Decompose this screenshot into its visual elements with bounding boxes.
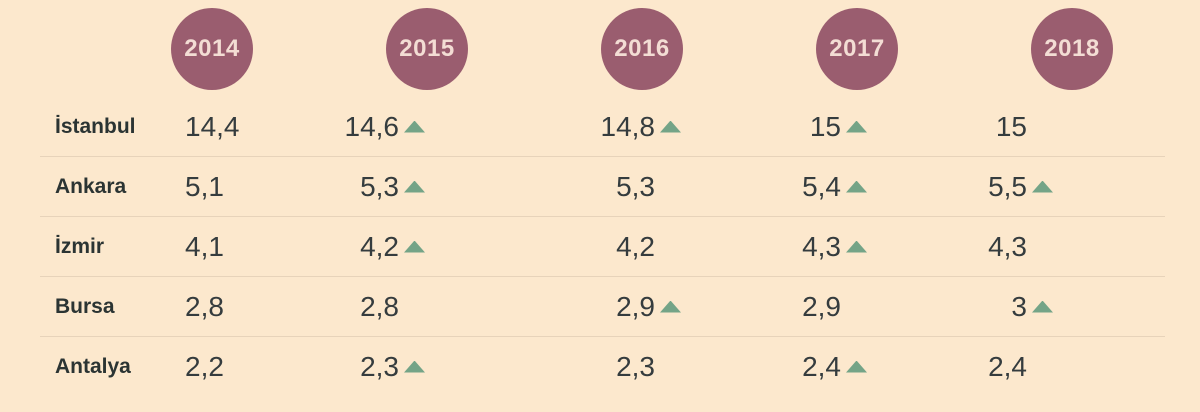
value-text: 14,8 bbox=[600, 110, 656, 142]
row-divider bbox=[40, 276, 1165, 277]
row-divider bbox=[40, 156, 1165, 157]
value-text: 5,5 bbox=[988, 170, 1027, 202]
value-text: 2,9 bbox=[802, 290, 841, 322]
value-text: 2,9 bbox=[616, 290, 655, 322]
city-label: Bursa bbox=[55, 294, 115, 318]
value-cell: 5,3 bbox=[300, 171, 425, 203]
value-text: 14,4 bbox=[185, 110, 240, 142]
arrow-slot bbox=[841, 180, 867, 193]
value-text: 4,2 bbox=[360, 230, 399, 262]
triangle-up-icon bbox=[404, 360, 425, 373]
value-text: 5,1 bbox=[185, 170, 224, 202]
value-cell: 15 bbox=[867, 111, 1053, 143]
value-cell: 4,3 bbox=[867, 231, 1053, 263]
year-badge-2016: 2016 bbox=[601, 8, 683, 90]
value-cell: 4,2 bbox=[425, 231, 681, 263]
triangle-up-icon bbox=[660, 300, 681, 313]
value-text: 2,2 bbox=[185, 350, 224, 382]
value-cell: 2,9 bbox=[681, 291, 867, 323]
triangle-up-icon bbox=[404, 120, 425, 133]
triangle-up-icon bbox=[404, 240, 425, 253]
triangle-up-icon bbox=[660, 120, 681, 133]
arrow-slot bbox=[399, 360, 425, 373]
city-label: Antalya bbox=[55, 354, 131, 378]
value-text: 2,3 bbox=[616, 350, 655, 382]
arrow-slot bbox=[399, 180, 425, 193]
value-cell: 5,3 bbox=[425, 171, 681, 203]
arrow-slot bbox=[1027, 180, 1053, 193]
year-badge-2017: 2017 bbox=[816, 8, 898, 90]
arrow-slot bbox=[655, 300, 681, 313]
arrow-slot bbox=[841, 240, 867, 253]
value-cell: 2,4 bbox=[867, 351, 1053, 383]
year-badge-2014: 2014 bbox=[171, 8, 253, 90]
value-cell: 3 bbox=[867, 291, 1053, 323]
city-rows: İstanbul 14,4 14,6 14,8 15 15 Ankara 5,1 5,3 5,3 5… bbox=[0, 97, 1200, 396]
value-cell: 2,8 bbox=[300, 291, 425, 323]
triangle-up-icon bbox=[846, 120, 867, 133]
year-badge-2015: 2015 bbox=[386, 8, 468, 90]
value-cell: 2,3 bbox=[425, 351, 681, 383]
value-cell: 14,6 bbox=[300, 111, 425, 143]
table-row: İstanbul 14,4 14,6 14,8 15 15 bbox=[0, 97, 1200, 156]
value-text: 2,4 bbox=[802, 350, 841, 382]
row-divider bbox=[40, 336, 1165, 337]
value-text: 4,3 bbox=[988, 230, 1027, 262]
arrow-slot bbox=[399, 240, 425, 253]
triangle-up-icon bbox=[1032, 180, 1053, 193]
value-cell: 5,1 bbox=[185, 171, 300, 203]
value-cell: 15 bbox=[681, 111, 867, 143]
value-text: 2,8 bbox=[185, 290, 224, 322]
value-text: 4,1 bbox=[185, 230, 224, 262]
value-cell: 14,4 bbox=[185, 111, 300, 143]
value-cell: 5,5 bbox=[867, 171, 1053, 203]
arrow-slot bbox=[655, 120, 681, 133]
value-text: 14,6 bbox=[344, 110, 400, 142]
value-cell: 2,2 bbox=[185, 351, 300, 383]
arrow-slot bbox=[1027, 300, 1053, 313]
value-text: 15 bbox=[809, 110, 841, 142]
value-text: 5,4 bbox=[802, 170, 841, 202]
value-text: 3 bbox=[1011, 290, 1027, 322]
value-text: 5,3 bbox=[616, 170, 655, 202]
triangle-up-icon bbox=[404, 180, 425, 193]
arrow-slot bbox=[841, 360, 867, 373]
value-cell: 2,9 bbox=[425, 291, 681, 323]
value-cell: 4,3 bbox=[681, 231, 867, 263]
triangle-up-icon bbox=[1032, 300, 1053, 313]
table-row: Antalya 2,2 2,3 2,3 2,4 2,4 bbox=[0, 337, 1200, 396]
value-text: 5,3 bbox=[360, 170, 399, 202]
arrow-slot bbox=[399, 120, 425, 133]
value-cell: 4,2 bbox=[300, 231, 425, 263]
value-text: 15 bbox=[995, 110, 1027, 142]
table-row: Ankara 5,1 5,3 5,3 5,4 5,5 bbox=[0, 157, 1200, 216]
value-cell: 4,1 bbox=[185, 231, 300, 263]
city-label: İstanbul bbox=[55, 114, 136, 138]
table-row: İzmir 4,1 4,2 4,2 4,3 4,3 bbox=[0, 217, 1200, 276]
table-row: Bursa 2,8 2,8 2,9 2,9 3 bbox=[0, 277, 1200, 336]
value-cell: 2,3 bbox=[300, 351, 425, 383]
value-cell: 2,4 bbox=[681, 351, 867, 383]
row-divider bbox=[40, 216, 1165, 217]
value-text: 4,2 bbox=[616, 230, 655, 262]
arrow-slot bbox=[841, 120, 867, 133]
value-text: 2,3 bbox=[360, 350, 399, 382]
value-text: 4,3 bbox=[802, 230, 841, 262]
value-cell: 14,8 bbox=[425, 111, 681, 143]
year-badge-2018: 2018 bbox=[1031, 8, 1113, 90]
value-text: 2,8 bbox=[360, 290, 399, 322]
year-header-row: 2014 2015 2016 2017 2018 bbox=[0, 0, 1200, 90]
value-text: 2,4 bbox=[988, 350, 1027, 382]
value-cell: 5,4 bbox=[681, 171, 867, 203]
value-cell: 2,8 bbox=[185, 291, 300, 323]
triangle-up-icon bbox=[846, 360, 867, 373]
triangle-up-icon bbox=[846, 180, 867, 193]
city-label: İzmir bbox=[55, 234, 105, 258]
city-label: Ankara bbox=[55, 174, 127, 198]
triangle-up-icon bbox=[846, 240, 867, 253]
